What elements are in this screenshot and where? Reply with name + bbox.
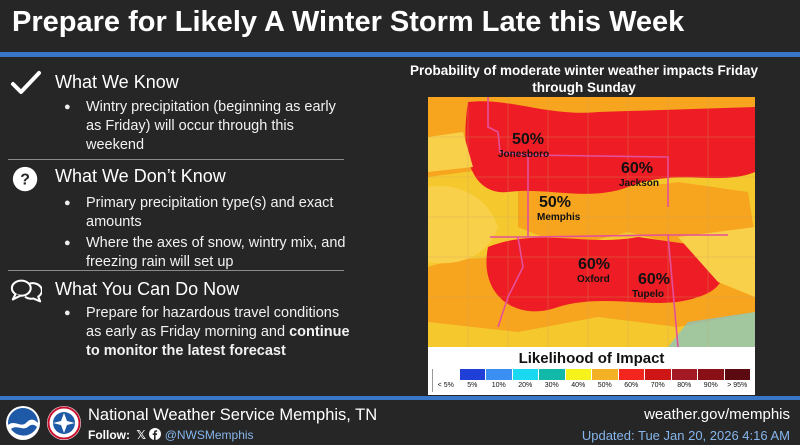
map-title: Probability of moderate winter weather i… (409, 63, 759, 95)
legend-label: 80% (671, 380, 697, 392)
map-city: Jonesboro (498, 149, 550, 160)
legend-swatch: 80% (671, 369, 698, 392)
website-link[interactable]: weather.gov/memphis (644, 406, 790, 423)
bullet-item: Wintry precipitation (beginning as early… (64, 98, 354, 155)
footer (0, 400, 800, 445)
checkmark-icon (11, 71, 41, 94)
map-label-jackson: 60% Jackson (619, 160, 660, 189)
speech-bubbles-icon (10, 279, 42, 303)
bottom-divider (0, 396, 800, 401)
bullet-list: Wintry precipitation (beginning as early… (64, 98, 354, 157)
social-handle-link[interactable]: @NWSMemphis (164, 428, 254, 442)
social-follow: Follow: 𝕏 @NWSMemphis (88, 428, 254, 442)
section-title: What You Can Do Now (55, 279, 240, 299)
map-city: Memphis (537, 212, 581, 223)
legend-label: 5% (459, 380, 485, 392)
bullet-list: Prepare for hazardous travel conditions … (64, 304, 354, 363)
legend-label: 70% (645, 380, 671, 392)
page-title: Prepare for Likely A Winter Storm Late t… (12, 6, 685, 38)
section-divider (8, 270, 344, 271)
bullet-bold-text: continue to monitor the latest forecast (86, 324, 350, 359)
legend-swatch: 90% (698, 369, 725, 392)
legend-swatch: > 95% (724, 369, 751, 392)
map-probability: 60% (621, 160, 654, 177)
legend-label: 10% (486, 380, 512, 392)
noaa-logo-icon (6, 406, 40, 440)
updated-timestamp: Updated: Tue Jan 20, 2026 4:16 AM (581, 428, 790, 443)
top-divider (0, 52, 800, 57)
legend-label: > 95% (724, 380, 750, 392)
legend-bar: < 5% 5% 10% 20% 30% 40% 50% 60% 70% 80% 90% > 95% (432, 369, 751, 392)
bullet-item: Prepare for hazardous travel conditions … (64, 304, 354, 361)
legend-swatch: 5% (459, 369, 486, 392)
map-label-tupelo: 60% Tupelo (632, 271, 671, 300)
legend-swatch: 70% (645, 369, 672, 392)
legend-swatch: 50% (592, 369, 619, 392)
map-probability: 50% (512, 131, 545, 148)
map-legend: Likelihood of Impact < 5% 5% 10% 20% 30% 40% 5… (428, 347, 755, 395)
map-probability: 50% (539, 194, 572, 211)
map-label-memphis: 50% Memphis (537, 194, 581, 223)
legend-title: Likelihood of Impact (518, 350, 665, 367)
legend-swatch: 30% (539, 369, 566, 392)
x-icon[interactable]: 𝕏 (136, 428, 147, 442)
facebook-icon[interactable] (149, 428, 162, 440)
legend-label: 40% (565, 380, 591, 392)
question-icon: ? (12, 166, 38, 192)
section-what-you-can-do: What You Can Do Now Prepare for hazardou… (10, 277, 350, 387)
legend-swatch: 40% (565, 369, 592, 392)
map-label-oxford: 60% Oxford (577, 256, 611, 285)
legend-label: 90% (698, 380, 724, 392)
map-city: Oxford (577, 274, 610, 285)
legend-label: 20% (512, 380, 538, 392)
probability-map-graphic (428, 97, 755, 347)
bullet-item: Where the axes of snow, wintry mix, and … (64, 234, 354, 272)
legend-label: 60% (618, 380, 644, 392)
map-probability: 60% (578, 256, 611, 273)
office-name: National Weather Service Memphis, TN (88, 406, 378, 424)
legend-swatch: 10% (486, 369, 513, 392)
nws-logo-icon (47, 406, 81, 440)
map-probability: 60% (638, 271, 671, 288)
legend-label: 50% (592, 380, 618, 392)
legend-label: 30% (539, 380, 565, 392)
legend-swatch: 60% (618, 369, 645, 392)
bullet-list: Primary precipitation type(s) and exact … (64, 194, 354, 274)
title-bar: Prepare for Likely A Winter Storm Late t… (0, 0, 800, 52)
section-what-we-know: What We Know Wintry precipitation (begin… (10, 70, 350, 160)
section-title: What We Know (55, 72, 179, 92)
map-label-jonesboro: 50% Jonesboro (498, 131, 549, 160)
legend-swatch: < 5% (432, 369, 460, 392)
legend-swatch: 20% (512, 369, 539, 392)
probability-map: 50% Jonesboro 60% Jackson 50% Memphis 60… (428, 97, 755, 347)
map-city: Tupelo (632, 289, 665, 300)
bullet-item: Primary precipitation type(s) and exact … (64, 194, 354, 232)
legend-label: < 5% (433, 380, 459, 392)
section-title: What We Don’t Know (55, 166, 226, 186)
follow-label: Follow: (88, 428, 130, 442)
map-city: Jackson (619, 178, 660, 189)
section-what-we-dont-know: ? What We Don’t Know Primary precipitati… (10, 164, 350, 270)
section-divider (8, 159, 344, 160)
bullet-text: Prepare for hazardous travel conditions … (86, 305, 340, 340)
svg-text:?: ? (20, 172, 30, 189)
